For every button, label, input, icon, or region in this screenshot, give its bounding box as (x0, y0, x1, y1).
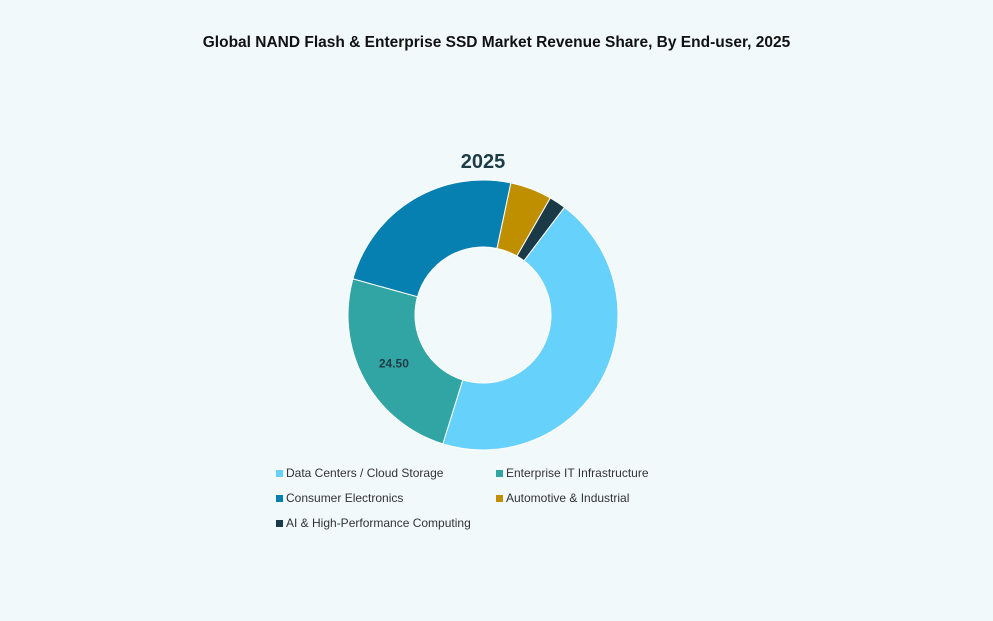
data-label: 24.50 (379, 357, 409, 371)
slice-data-centers-cloud-storage (442, 206, 619, 451)
legend-swatch (496, 469, 503, 477)
legend-item: Automotive & Industrial (496, 490, 716, 506)
legend-item: Enterprise IT Infrastructure (496, 465, 716, 481)
legend-label: Data Centers / Cloud Storage (286, 466, 444, 480)
legend-swatch (276, 469, 283, 477)
legend-label: Consumer Electronics (286, 491, 404, 505)
chart-title: Global NAND Flash & Enterprise SSD Marke… (202, 34, 791, 51)
legend-label: Automotive & Industrial (506, 491, 630, 505)
chart-subtitle: 2025 (461, 151, 506, 173)
legend-item: AI & High-Performance Computing (276, 515, 496, 531)
legend-item: Consumer Electronics (276, 490, 496, 506)
legend-item: Data Centers / Cloud Storage (276, 465, 496, 481)
legend-swatch (496, 494, 503, 502)
legend-swatch (276, 494, 283, 502)
slice-enterprise-it-infrastructure (347, 278, 464, 445)
chart-legend: Data Centers / Cloud Storage Enterprise I… (276, 465, 716, 531)
legend-label: Enterprise IT Infrastructure (506, 466, 649, 480)
legend-swatch (276, 519, 283, 527)
legend-label: AI & High-Performance Computing (286, 516, 471, 530)
slice-consumer-electronics (352, 179, 512, 298)
